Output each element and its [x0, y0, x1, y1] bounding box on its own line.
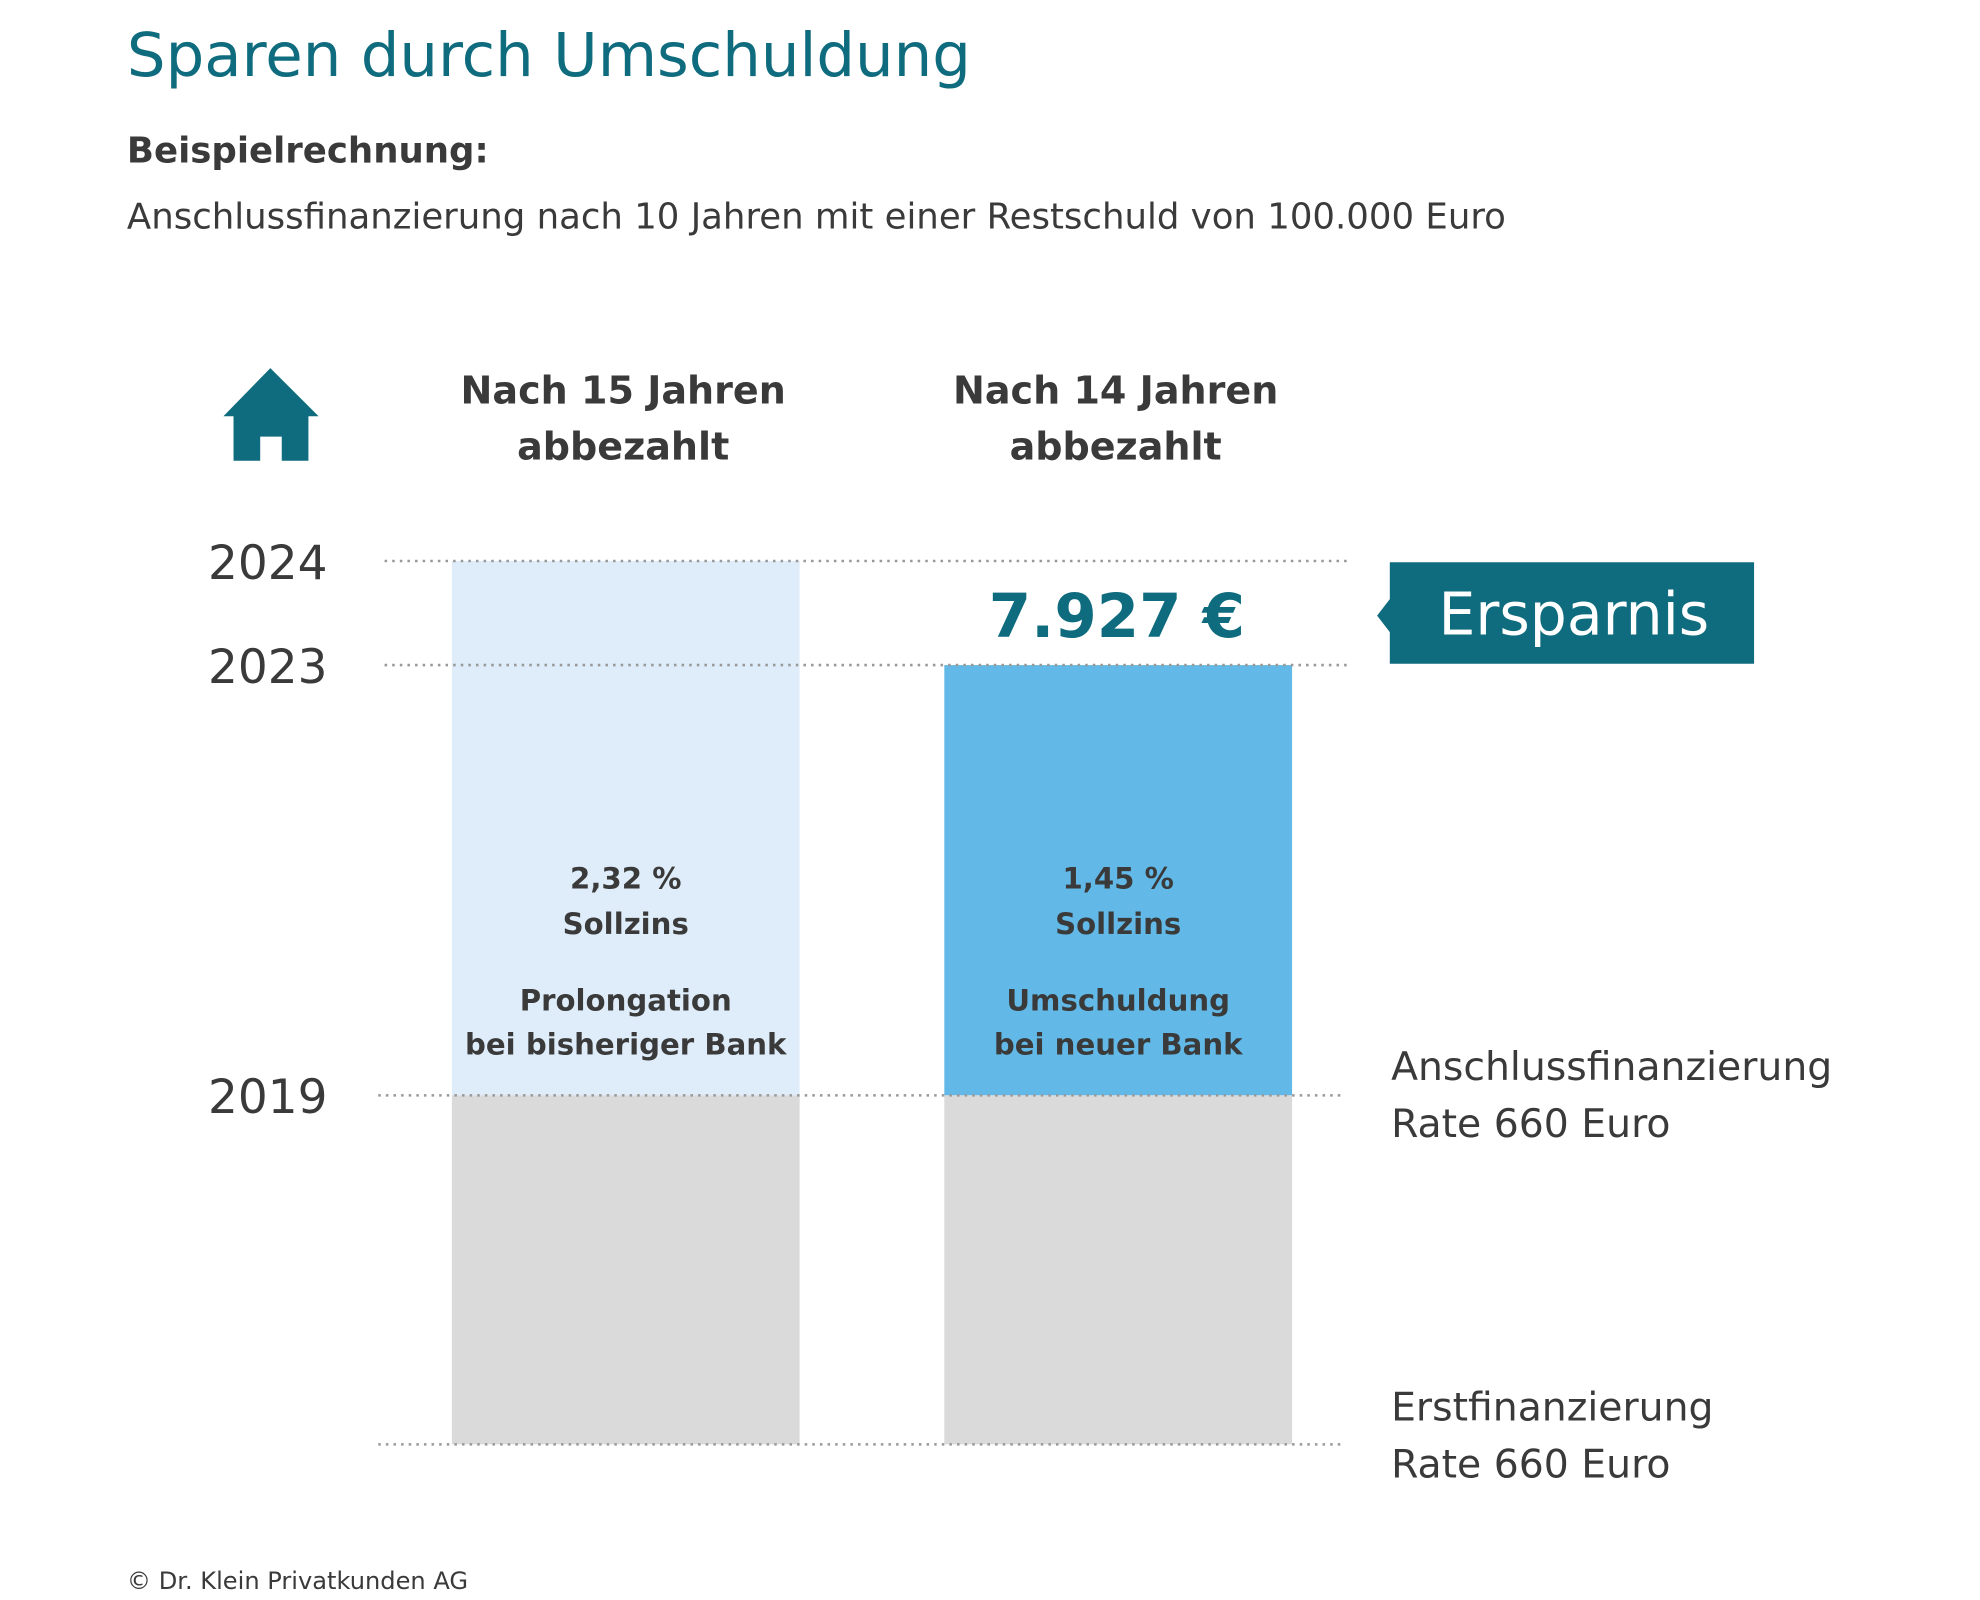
title: Sparen durch Umschuldung [127, 20, 971, 91]
column-heading: Nach 14 Jahren [953, 369, 1278, 413]
savings-amount: 7.927 € [989, 581, 1245, 652]
footer: © Dr. Klein Privatkunden AG [127, 1567, 468, 1595]
column-heading: abbezahlt [1010, 424, 1222, 468]
rate: 2,32 % [570, 861, 681, 895]
column-heading: Nach 15 Jahren [461, 369, 786, 413]
subtitle: Anschlussfinanzierung nach 10 Jahren mit… [127, 196, 1506, 237]
column-heading: abbezahlt [517, 424, 729, 468]
rate: 1,45 % [1062, 861, 1173, 895]
phase-rate: Rate 660 Euro [1391, 1441, 1670, 1487]
phase-name: Anschlussfinanzierung [1391, 1044, 1832, 1090]
description: Umschuldung [1006, 983, 1230, 1017]
phase-name: Erstfinanzierung [1391, 1384, 1713, 1430]
bar-first [944, 1095, 1293, 1445]
label: Beispielrechnung: [127, 130, 489, 171]
bar-first [451, 1095, 800, 1445]
rate-label: Sollzins [563, 907, 689, 941]
description: Prolongation [520, 983, 732, 1017]
savings-badge: Ersparnis [1377, 562, 1755, 664]
description: bei neuer Bank [994, 1028, 1243, 1062]
phase-rate: Rate 660 Euro [1391, 1101, 1670, 1147]
description: bei bisheriger Bank [465, 1028, 787, 1062]
bar-refinance [944, 665, 1293, 1096]
year-label: 2024 [208, 536, 328, 591]
year-label: 2023 [208, 640, 328, 695]
rate-label: Sollzins [1055, 907, 1181, 941]
bar-prolongation [451, 561, 800, 1096]
year-label: 2019 [208, 1070, 328, 1125]
savings-label: Ersparnis [1438, 581, 1709, 649]
house-icon [223, 368, 319, 461]
